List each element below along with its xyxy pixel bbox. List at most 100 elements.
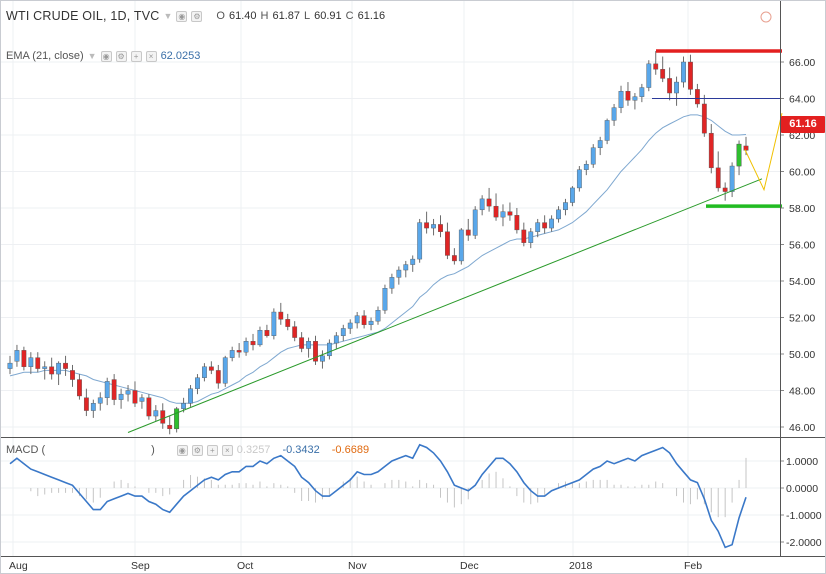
candle [243, 337, 249, 356]
candle-body [208, 366, 214, 371]
candle [535, 218, 541, 238]
candle-body [333, 335, 339, 344]
ohlc-high-value: 61.87 [272, 10, 300, 22]
macd-y-tick-label: -2.0000 [786, 537, 822, 549]
candle-body [729, 165, 735, 192]
y-tick-label: 46.00 [789, 422, 815, 434]
candle [278, 302, 284, 325]
close-icon[interactable]: × [221, 444, 233, 456]
candle-body [361, 315, 367, 325]
uptrend-line [127, 178, 763, 433]
candle [445, 222, 450, 260]
candle-body [188, 388, 193, 404]
candle [292, 321, 298, 342]
candle [285, 313, 291, 331]
candle [306, 337, 311, 358]
macd-legend-params [49, 445, 147, 455]
candle-body [660, 69, 666, 79]
candle-body [14, 350, 20, 362]
add-icon[interactable]: + [130, 50, 142, 62]
candle [347, 319, 353, 334]
candle [604, 118, 610, 145]
grid [0, 0, 780, 556]
candle-body [743, 145, 749, 151]
candle-body [521, 229, 527, 243]
macd-line [9, 443, 747, 549]
candle-body [701, 103, 707, 134]
candle [611, 103, 617, 126]
candle-body [215, 370, 221, 384]
y-tick-label: 58.00 [789, 203, 815, 215]
candle [583, 160, 589, 176]
candle-body [181, 403, 186, 409]
eye-icon[interactable]: ◉ [176, 10, 188, 22]
ema-line [9, 114, 747, 404]
candle-body [264, 330, 270, 336]
close-icon[interactable]: × [145, 50, 157, 62]
candle-body [313, 341, 318, 362]
candle [208, 361, 214, 375]
candle-body [146, 397, 152, 417]
candle [639, 83, 645, 103]
candle-body [639, 87, 645, 97]
macd-y-tick-label: 0.0000 [786, 483, 818, 495]
candle-body [111, 379, 117, 400]
candle-body [35, 357, 41, 369]
candle-body [222, 357, 228, 384]
macd-legend: MACD ( ) ◉ ⚙ + × 0.3257 -0.3432 -0.6689 [6, 444, 369, 456]
candle [167, 416, 173, 435]
settings-icon[interactable]: ⚙ [115, 50, 127, 62]
x-tick-label: Oct [237, 560, 253, 572]
macd-histogram-value: 0.3257 [236, 444, 271, 456]
candle-body [500, 211, 506, 218]
settings-icon[interactable]: ⚙ [191, 10, 203, 22]
candle-body [681, 61, 686, 83]
chevron-down-icon[interactable]: ▼ [87, 51, 97, 61]
candle-body [694, 89, 700, 105]
candle [410, 255, 416, 272]
symbol-legend: WTI CRUDE OIL, 1D, TVC ▼ ◉ ⚙ O 61.40 H 61.… [6, 9, 385, 23]
macd-pane [9, 443, 747, 549]
candle [250, 333, 256, 351]
candle [361, 310, 367, 329]
candle-body [722, 187, 728, 192]
candle-body [236, 350, 242, 353]
candle-body [528, 231, 534, 243]
eye-icon[interactable]: ◉ [176, 444, 188, 456]
settings-icon[interactable]: ⚙ [191, 444, 203, 456]
candle-body [688, 61, 693, 90]
candle [528, 228, 534, 249]
candle-body [278, 311, 284, 320]
candle [236, 343, 242, 358]
candle-body [576, 169, 582, 189]
candle-body [243, 341, 249, 353]
candle [382, 284, 388, 314]
candle-body [160, 410, 166, 424]
candle [632, 93, 638, 110]
candle-body [646, 63, 652, 88]
candle-body [403, 264, 409, 271]
candle [715, 151, 721, 192]
candle [215, 364, 221, 389]
eye-icon[interactable]: ◉ [100, 50, 112, 62]
candle [667, 67, 673, 101]
candle-body [458, 229, 464, 262]
candle [653, 51, 659, 75]
candle [708, 124, 714, 174]
ohlc-close-value: 61.16 [357, 10, 386, 22]
candle [14, 344, 20, 367]
candle [507, 202, 513, 221]
candle-body [611, 107, 617, 121]
candle [472, 206, 478, 240]
candle [264, 324, 270, 338]
candle-body [271, 311, 277, 336]
candle-body [570, 187, 575, 203]
add-icon[interactable]: + [206, 444, 218, 456]
candle-body [396, 269, 402, 278]
chevron-down-icon[interactable]: ▼ [163, 11, 173, 21]
candle [688, 54, 693, 95]
candle-body [118, 393, 124, 400]
y-tick-label: 54.00 [789, 276, 815, 288]
candle-body [70, 370, 75, 380]
